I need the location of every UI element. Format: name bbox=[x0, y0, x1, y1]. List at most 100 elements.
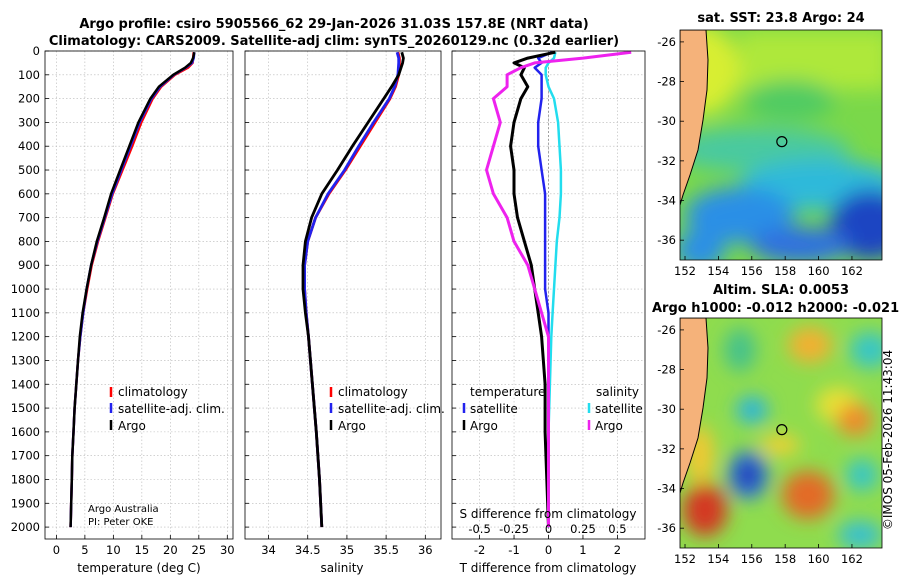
temperature-legend: climatology satellite-adj. clim. Argo bbox=[109, 385, 225, 433]
sla_map-ytick-label: -30 bbox=[657, 402, 676, 416]
sst_map-ytick-label: -28 bbox=[657, 75, 676, 89]
sst_map-xtick-label: 152 bbox=[674, 264, 696, 278]
sst-map-panel: sat. SST: 23.8 Argo: 24 152 154 156 158 160 1… bbox=[657, 11, 883, 278]
sst_map-ytick-label: -36 bbox=[657, 233, 676, 247]
imos-timestamp: ©IMOS 05-Feb-2026 11:43:04 bbox=[881, 350, 895, 530]
sst_map-ytick-label: -30 bbox=[657, 114, 676, 128]
legend-s-argo: Argo bbox=[338, 419, 366, 433]
depth-tick-label: 400 bbox=[18, 139, 40, 153]
sla-map-panel: Altim. SLA: 0.0053 Argo h1000: -0.012 h2… bbox=[652, 283, 899, 566]
sla-map-ticks: 152 154 156 158 160 162 -26 -28 -30 -32 -34 -36 bbox=[657, 323, 863, 566]
sla-map-subtitle: Argo h1000: -0.012 h2000: -0.021 bbox=[652, 301, 899, 316]
series-difference-t-argo bbox=[509, 50, 556, 528]
temperature-xtick-label: 20 bbox=[163, 543, 178, 557]
s-difference-tick-label: -0.25 bbox=[499, 522, 529, 536]
salinity-grid bbox=[245, 50, 441, 539]
sla_map-xtick-label: 156 bbox=[741, 552, 763, 566]
sst_map-xtick-label: 160 bbox=[808, 264, 830, 278]
depth-tick-label: 1200 bbox=[11, 330, 40, 344]
difference-xtick-label: 0 bbox=[545, 543, 552, 557]
salinity-xtick-label: 34 bbox=[261, 543, 276, 557]
sla_map-xtick-label: 158 bbox=[774, 552, 796, 566]
legend-s-argo-diff: Argo bbox=[595, 419, 623, 433]
depth-tick-label: 900 bbox=[18, 258, 40, 272]
sst-map-title: sat. SST: 23.8 Argo: 24 bbox=[697, 11, 864, 26]
credit-owner: Argo Australia bbox=[88, 504, 159, 515]
legend-temperature-header: temperature bbox=[470, 385, 545, 399]
sla_map-ytick-label: -36 bbox=[657, 521, 676, 535]
depth-tick-label: 700 bbox=[18, 211, 40, 225]
salinity-xtick-label: 35 bbox=[340, 543, 355, 557]
sst_map-ytick-label: -34 bbox=[657, 194, 676, 208]
salinity-xtick-label: 35.5 bbox=[373, 543, 399, 557]
legend-climatology: climatology bbox=[118, 385, 188, 399]
sla_map-ytick-label: -28 bbox=[657, 363, 676, 377]
depth-tick-label: 1400 bbox=[11, 377, 40, 391]
series-temperature-argo bbox=[69, 51, 196, 528]
salinity-xtick-label: 36 bbox=[418, 543, 433, 557]
sla_map-ytick-label: -34 bbox=[657, 482, 676, 496]
sla-field bbox=[680, 318, 882, 548]
legend-t-argo: Argo bbox=[470, 419, 498, 433]
difference-xtick-label: 2 bbox=[614, 543, 621, 557]
legend-t-satellite: satellite bbox=[470, 402, 518, 416]
salinity-axes-frame bbox=[244, 50, 442, 540]
salinity-legend: climatology satellite-adj. clim. Argo bbox=[329, 385, 445, 433]
sst_map-ytick-label: -26 bbox=[657, 35, 676, 49]
depth-tick-label: 2000 bbox=[11, 520, 40, 534]
s-difference-label: S difference from climatology bbox=[460, 507, 637, 521]
salinity-xtick-label: 34.5 bbox=[295, 543, 321, 557]
sst-map-frame bbox=[679, 29, 883, 261]
depth-tick-label: 300 bbox=[18, 115, 40, 129]
depth-tick-labels: 0 100 200 300 400 500 600 700 800 900 1000 1100 1200… bbox=[11, 44, 40, 534]
sla_map-xtick-label: 152 bbox=[674, 552, 696, 566]
series-difference-s-satellite bbox=[544, 51, 563, 528]
difference-lines bbox=[485, 50, 632, 539]
legend-argo: Argo bbox=[118, 419, 146, 433]
sst-land bbox=[680, 30, 709, 206]
depth-tick-label: 500 bbox=[18, 163, 40, 177]
depth-tick-label: 1600 bbox=[11, 425, 40, 439]
difference-ticks: -2 -1 0 1 2 bbox=[452, 50, 621, 557]
sla_map-xtick-label: 160 bbox=[808, 552, 830, 566]
credit-pi: PI: Peter OKE bbox=[88, 517, 153, 528]
temperature-panel: 0 5 10 15 20 25 30 0 100 200 300 400 500 600 700 800 90… bbox=[11, 44, 235, 575]
temperature-ticks: 0 5 10 15 20 25 30 bbox=[45, 50, 235, 557]
sla_map-xtick-label: 162 bbox=[841, 552, 863, 566]
difference-panel: -2 -1 0 1 2 S difference from climatology -0… bbox=[451, 50, 646, 575]
depth-tick-label: 0 bbox=[33, 44, 40, 58]
legend-s-climatology: climatology bbox=[338, 385, 408, 399]
depth-tick-label: 1500 bbox=[11, 401, 40, 415]
sst-map-ticks: 152 154 156 158 160 162 -26 -28 -30 -32 -34 -36 bbox=[657, 35, 863, 278]
sst_map-xtick-label: 162 bbox=[841, 264, 863, 278]
figure-title-line1: Argo profile: csiro 5905566_62 29-Jan-20… bbox=[79, 17, 588, 32]
sla-argo-marker bbox=[776, 424, 788, 436]
salinity-xlabel: salinity bbox=[320, 561, 363, 575]
temperature-xtick-label: 30 bbox=[220, 543, 235, 557]
salinity-lines bbox=[301, 51, 405, 528]
series-difference-s-argo bbox=[485, 50, 632, 528]
temperature-xtick-label: 5 bbox=[81, 543, 88, 557]
figure-title-line2: Climatology: CARS2009. Satellite-adj cli… bbox=[49, 34, 619, 49]
difference-xtick-label: -1 bbox=[508, 543, 519, 557]
legend-satellite-adj: satellite-adj. clim. bbox=[118, 402, 225, 416]
legend-s-satellite: satellite bbox=[595, 402, 643, 416]
s-difference-tick-label: -0.5 bbox=[468, 522, 490, 536]
temperature-xlabel: temperature (deg C) bbox=[77, 561, 200, 575]
salinity-ticks: 34 34.5 35 35.5 36 bbox=[245, 50, 433, 557]
temperature-grid bbox=[45, 50, 233, 539]
depth-tick-label: 1900 bbox=[11, 496, 40, 510]
sst_map-xtick-label: 156 bbox=[741, 264, 763, 278]
depth-tick-label: 800 bbox=[18, 234, 40, 248]
sst_map-ytick-label: -32 bbox=[657, 154, 676, 168]
depth-tick-label: 1000 bbox=[11, 282, 40, 296]
sst_map-xtick-label: 158 bbox=[774, 264, 796, 278]
legend-salinity-header: salinity bbox=[596, 385, 639, 399]
temperature-xtick-label: 10 bbox=[106, 543, 121, 557]
difference-xtick-label: -2 bbox=[474, 543, 485, 557]
sla_map-ytick-label: -32 bbox=[657, 442, 676, 456]
depth-tick-label: 1800 bbox=[11, 472, 40, 486]
sst-field bbox=[680, 30, 882, 260]
t-difference-xlabel: T difference from climatology bbox=[459, 561, 637, 575]
